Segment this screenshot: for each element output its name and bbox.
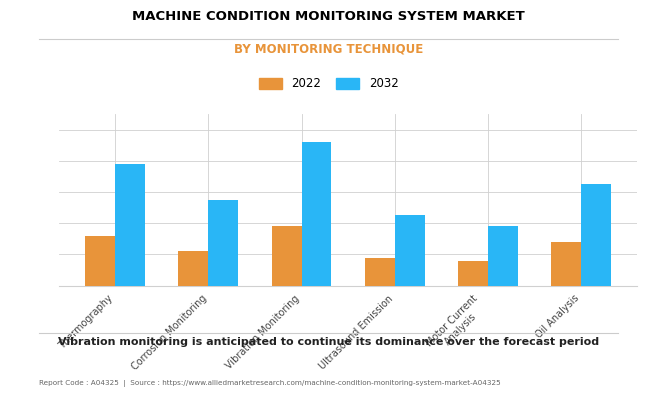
Bar [179, 251, 208, 286]
Text: MACHINE CONDITION MONITORING SYSTEM MARKET: MACHINE CONDITION MONITORING SYSTEM MARK… [132, 10, 525, 23]
Text: Report Code : A04325  |  Source : https://www.alliedmarketresearch.com/machine-c: Report Code : A04325 | Source : https://… [39, 380, 501, 387]
Bar [458, 261, 488, 286]
Bar [85, 236, 115, 286]
Text: BY MONITORING TECHNIQUE: BY MONITORING TECHNIQUE [234, 43, 423, 56]
Legend: 2022, 2032: 2022, 2032 [259, 77, 398, 90]
Text: Vibration monitoring is anticipated to continue its dominance over the forecast : Vibration monitoring is anticipated to c… [58, 337, 599, 347]
Bar [208, 200, 238, 286]
Bar [581, 184, 611, 286]
Bar [272, 226, 302, 286]
Bar [395, 215, 424, 286]
Bar [488, 226, 518, 286]
Bar [115, 164, 145, 286]
Bar [302, 142, 331, 286]
Bar [551, 242, 581, 286]
Bar [365, 257, 395, 286]
